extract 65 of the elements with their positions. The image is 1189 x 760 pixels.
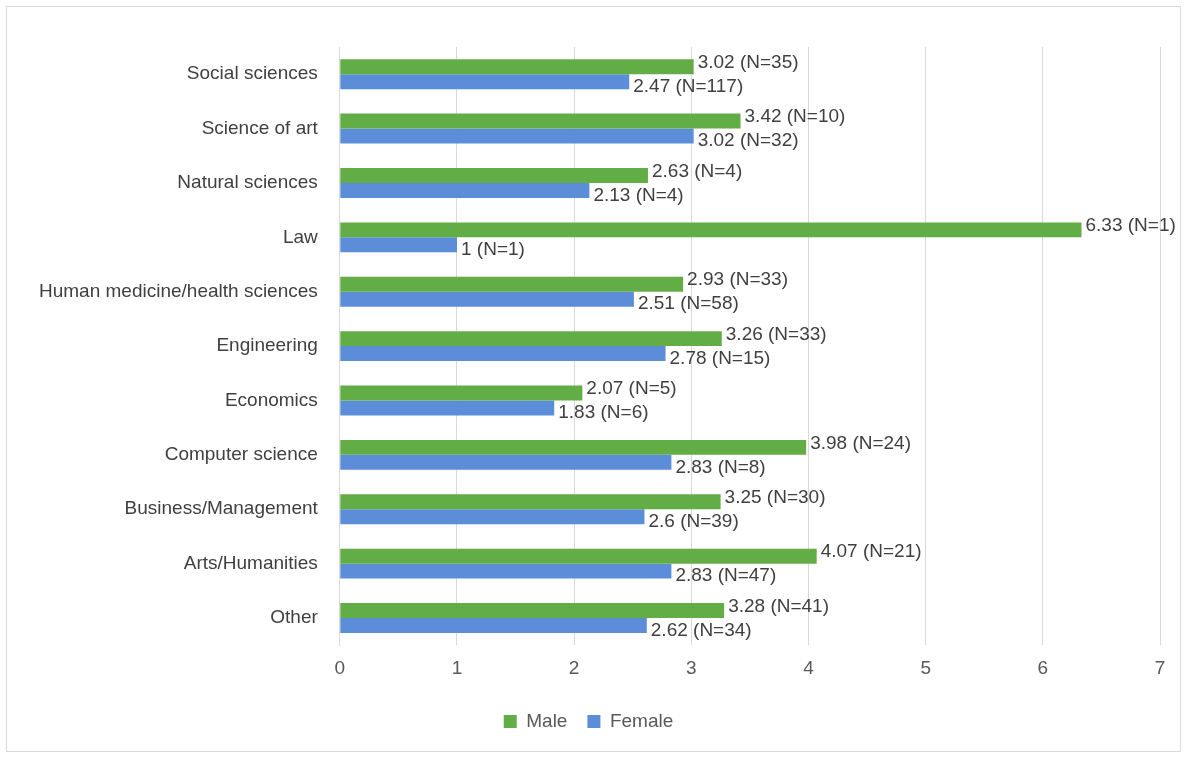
data-label: 2.07 (N=5): [586, 377, 677, 399]
y-tick-label: Law: [282, 225, 319, 247]
legend-label: Female: [609, 709, 674, 731]
bar: [340, 237, 457, 253]
x-tick-label: 5: [920, 656, 931, 678]
data-label: 2.51 (N=58): [637, 292, 739, 314]
bar: [340, 222, 1082, 238]
data-label: 3.98 (N=24): [810, 431, 912, 453]
y-tick-label: Economics: [224, 388, 318, 410]
data-label: 2.63 (N=4): [651, 159, 743, 181]
bar: [340, 563, 672, 579]
x-tick-label: 3: [686, 656, 697, 678]
bar: [340, 454, 672, 470]
data-label: 3.26 (N=33): [725, 322, 827, 344]
data-label: 2.93 (N=33): [687, 268, 788, 290]
bar: [340, 182, 590, 198]
data-label: 2.83 (N=8): [675, 455, 766, 477]
bar: [340, 509, 645, 525]
data-label: 4.07 (N=21): [820, 540, 922, 562]
data-label: 2.47 (N=117): [633, 74, 744, 96]
bar: [340, 494, 721, 510]
data-label: 2.78 (N=15): [669, 346, 771, 368]
bar: [340, 548, 817, 564]
bar: [340, 291, 634, 307]
bar: [340, 346, 666, 362]
data-label: 2.83 (N=47): [675, 564, 777, 586]
data-label: 3.25 (N=30): [724, 486, 826, 507]
y-tick-label: Science of art: [201, 116, 319, 138]
data-label: 1.83 (N=6): [558, 401, 649, 423]
bar: [340, 276, 684, 292]
y-tick-label: Arts/Humanities: [183, 551, 318, 573]
x-tick-label: 4: [803, 656, 815, 678]
data-label: 3.02 (N=32): [697, 129, 799, 151]
x-tick-label: 6: [1037, 656, 1049, 678]
bar: [340, 331, 722, 347]
bar: [340, 603, 725, 619]
bar: [340, 400, 555, 416]
data-label: 2.13 (N=4): [593, 183, 684, 205]
bar: [340, 618, 647, 633]
y-tick-label: Business/Management: [124, 497, 319, 519]
x-tick-label: 0: [334, 656, 346, 678]
y-tick-label: Computer science: [164, 443, 318, 465]
data-label: 3.42 (N=10): [744, 105, 846, 127]
data-label: 3.28 (N=41): [728, 594, 829, 616]
y-tick-label: Other: [270, 606, 319, 628]
bar: [340, 128, 694, 144]
data-label: 2.6 (N=39): [648, 509, 739, 531]
bar: [340, 113, 741, 129]
y-tick-label: Engineering: [216, 334, 318, 356]
data-label: 1 (N=1): [460, 238, 525, 260]
x-tick-label: 1: [451, 656, 463, 678]
data-label: 3.02 (N=35): [697, 50, 799, 72]
y-tick-label: Natural sciences: [177, 171, 318, 193]
x-tick-label: 2: [568, 656, 580, 678]
legend-label: Male: [526, 709, 568, 731]
data-label: 6.33 (N=1): [1085, 214, 1176, 236]
bar: [340, 439, 807, 455]
x-tick-label: 7: [1154, 656, 1166, 678]
bar: [340, 74, 630, 90]
y-tick-label: Social sciences: [186, 62, 318, 84]
y-tick-label: Human medicine/health sciences: [39, 279, 318, 301]
bar: [340, 385, 583, 401]
bar: [340, 59, 694, 75]
bar: [340, 168, 648, 183]
data-label: 2.62 (N=34): [650, 618, 752, 640]
